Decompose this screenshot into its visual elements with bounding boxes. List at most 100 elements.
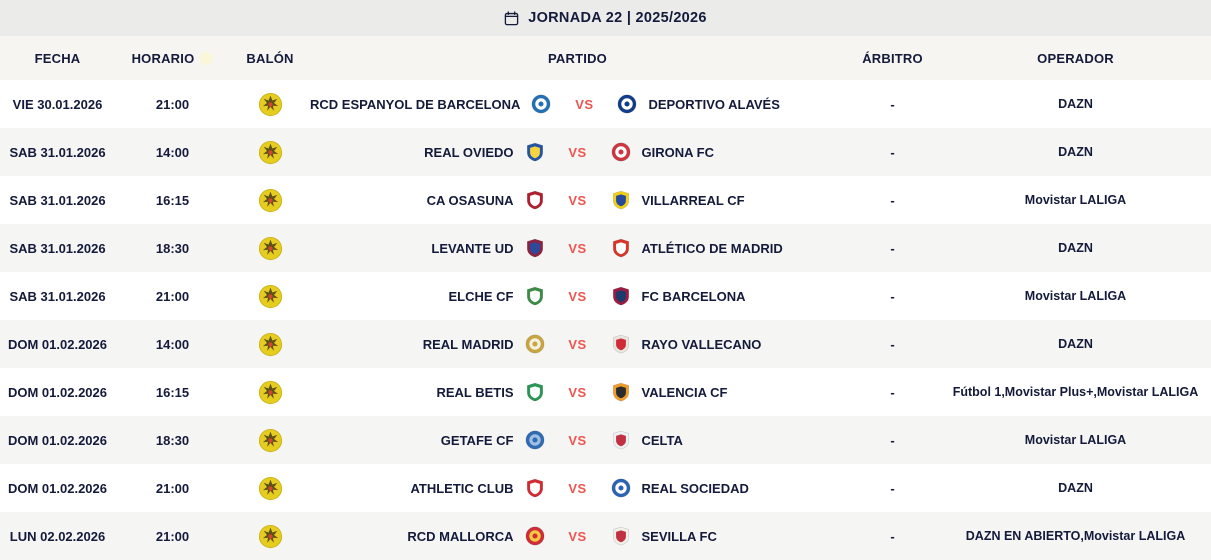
ball-icon [230,332,310,357]
broadcaster: Movistar LALIGA [1024,433,1127,447]
broadcaster: Movistar LALIGA [1024,289,1127,303]
match-cell: RCD ESPANYOL DE BARCELONA VS DEPORTIVO A… [310,94,845,114]
column-header-partido: PARTIDO [548,50,607,66]
away-team-crest [611,430,631,450]
match-date: SAB 31.01.2026 [9,192,106,208]
away-team-name[interactable]: VILLARREAL CF [641,192,745,208]
home-team-crest [531,94,551,114]
fixture-row[interactable]: LUN 02.02.2026 21:00 RCD MALLORCA VS SEV… [0,512,1211,560]
home-team-name[interactable]: REAL BETIS [436,384,514,400]
ball-icon [230,476,310,501]
fixture-row[interactable]: DOM 01.02.2026 18:30 GETAFE CF VS CELTA … [0,416,1211,464]
fixtures-body: VIE 30.01.2026 21:00 RCD ESPANYOL DE BAR… [0,80,1211,560]
table-header-row: FECHA HORARIO BALÓN PARTIDO ÁRBITRO OPER… [0,36,1211,80]
match-cell: CA OSASUNA VS VILLARREAL CF [310,190,845,210]
broadcaster: Fútbol 1,Movistar Plus+,Movistar LALIGA [952,385,1199,399]
fixture-row[interactable]: SAB 31.01.2026 14:00 REAL OVIEDO VS GIRO… [0,128,1211,176]
vs-label: VS [568,528,587,544]
home-team-crest [525,334,545,354]
away-team-name[interactable]: GIRONA FC [641,144,714,160]
away-team-crest [611,478,631,498]
column-header-balon: BALÓN [246,50,294,66]
home-team-crest [525,526,545,546]
home-team-name[interactable]: GETAFE CF [440,432,514,448]
away-team-name[interactable]: VALENCIA CF [641,384,728,400]
match-cell: REAL BETIS VS VALENCIA CF [310,382,845,402]
vs-label: VS [568,192,587,208]
match-time: 14:00 [155,144,190,160]
home-team-crest [525,238,545,258]
home-team-name[interactable]: CA OSASUNA [426,192,514,208]
vs-label: VS [568,144,587,160]
match-time: 18:30 [155,240,190,256]
pale-ball-icon [200,51,214,65]
home-team-name[interactable]: ELCHE CF [448,288,514,304]
home-team-crest [525,286,545,306]
fixture-row[interactable]: DOM 01.02.2026 14:00 REAL MADRID VS RAYO… [0,320,1211,368]
ball-icon [230,428,310,453]
home-team-crest [525,142,545,162]
match-cell: ELCHE CF VS FC BARCELONA [310,286,845,306]
column-header-arbitro: ÁRBITRO [862,50,923,66]
away-team-name[interactable]: CELTA [641,432,683,448]
broadcaster: DAZN EN ABIERTO,Movistar LALIGA [965,529,1186,543]
fixture-row[interactable]: DOM 01.02.2026 21:00 ATHLETIC CLUB VS RE… [0,464,1211,512]
column-header-horario-label: HORARIO [131,50,195,66]
broadcaster: Movistar LALIGA [1024,193,1127,207]
home-team-name[interactable]: REAL MADRID [422,336,514,352]
broadcaster: DAZN [1058,97,1093,111]
home-team-name[interactable]: LEVANTE UD [431,240,514,256]
away-team-name[interactable]: FC BARCELONA [641,288,746,304]
home-team-name[interactable]: RCD MALLORCA [407,528,514,544]
vs-label: VS [575,96,594,112]
away-team-name[interactable]: SEVILLA FC [641,528,717,544]
match-cell: LEVANTE UD VS ATLÉTICO DE MADRID [310,238,845,258]
home-team-crest [525,382,545,402]
broadcaster: DAZN [1058,241,1093,255]
away-team-name[interactable]: ATLÉTICO DE MADRID [641,240,783,256]
column-header-horario: HORARIO [115,51,230,66]
away-team-name[interactable]: DEPORTIVO ALAVÉS [648,96,780,112]
match-cell: GETAFE CF VS CELTA [310,430,845,450]
jornada-title: JORNADA 22 | 2025/2026 [528,10,707,26]
match-cell: REAL OVIEDO VS GIRONA FC [310,142,845,162]
match-time: 21:00 [155,288,190,304]
fixture-row[interactable]: DOM 01.02.2026 16:15 REAL BETIS VS VALEN… [0,368,1211,416]
fixture-row[interactable]: VIE 30.01.2026 21:00 RCD ESPANYOL DE BAR… [0,80,1211,128]
match-date: SAB 31.01.2026 [9,144,106,160]
referee: - [890,432,895,448]
ball-icon [230,236,310,261]
referee: - [890,240,895,256]
vs-label: VS [568,240,587,256]
fixture-row[interactable]: SAB 31.01.2026 16:15 CA OSASUNA VS VILLA… [0,176,1211,224]
column-header-fecha: FECHA [34,50,81,66]
fixture-row[interactable]: SAB 31.01.2026 18:30 LEVANTE UD VS ATLÉT… [0,224,1211,272]
home-team-name[interactable]: ATHLETIC CLUB [410,480,514,496]
referee: - [890,192,895,208]
match-time: 16:15 [155,384,190,400]
referee: - [890,96,895,112]
fixture-row[interactable]: SAB 31.01.2026 21:00 ELCHE CF VS FC BARC… [0,272,1211,320]
match-date: SAB 31.01.2026 [9,288,106,304]
match-date: VIE 30.01.2026 [12,96,103,112]
vs-label: VS [568,288,587,304]
ball-icon [230,92,310,117]
match-cell: REAL MADRID VS RAYO VALLECANO [310,334,845,354]
home-team-name[interactable]: REAL OVIEDO [424,144,514,160]
away-team-crest [611,238,631,258]
away-team-crest [611,142,631,162]
referee: - [890,384,895,400]
match-date: DOM 01.02.2026 [7,336,107,352]
ball-icon [230,140,310,165]
match-date: SAB 31.01.2026 [9,240,106,256]
away-team-crest [611,286,631,306]
home-team-name[interactable]: RCD ESPANYOL DE BARCELONA [310,96,521,112]
match-date: DOM 01.02.2026 [7,480,107,496]
home-team-crest [525,190,545,210]
vs-label: VS [568,384,587,400]
referee: - [890,288,895,304]
away-team-name[interactable]: RAYO VALLECANO [641,336,762,352]
referee: - [890,144,895,160]
away-team-name[interactable]: REAL SOCIEDAD [641,480,749,496]
match-time: 21:00 [155,528,190,544]
